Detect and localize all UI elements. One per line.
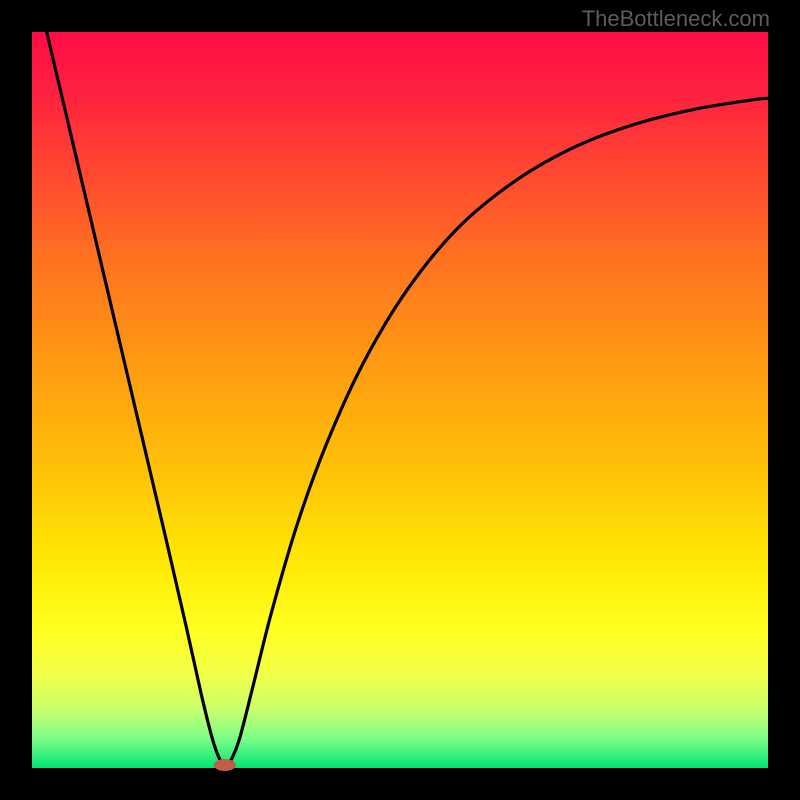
attribution-label: TheBottleneck.com bbox=[582, 6, 770, 32]
minimum-marker bbox=[214, 759, 236, 771]
chart-stage: TheBottleneck.com bbox=[0, 0, 800, 800]
curve-layer bbox=[32, 32, 768, 768]
plot-area bbox=[32, 32, 768, 768]
bottleneck-curve bbox=[47, 32, 768, 766]
